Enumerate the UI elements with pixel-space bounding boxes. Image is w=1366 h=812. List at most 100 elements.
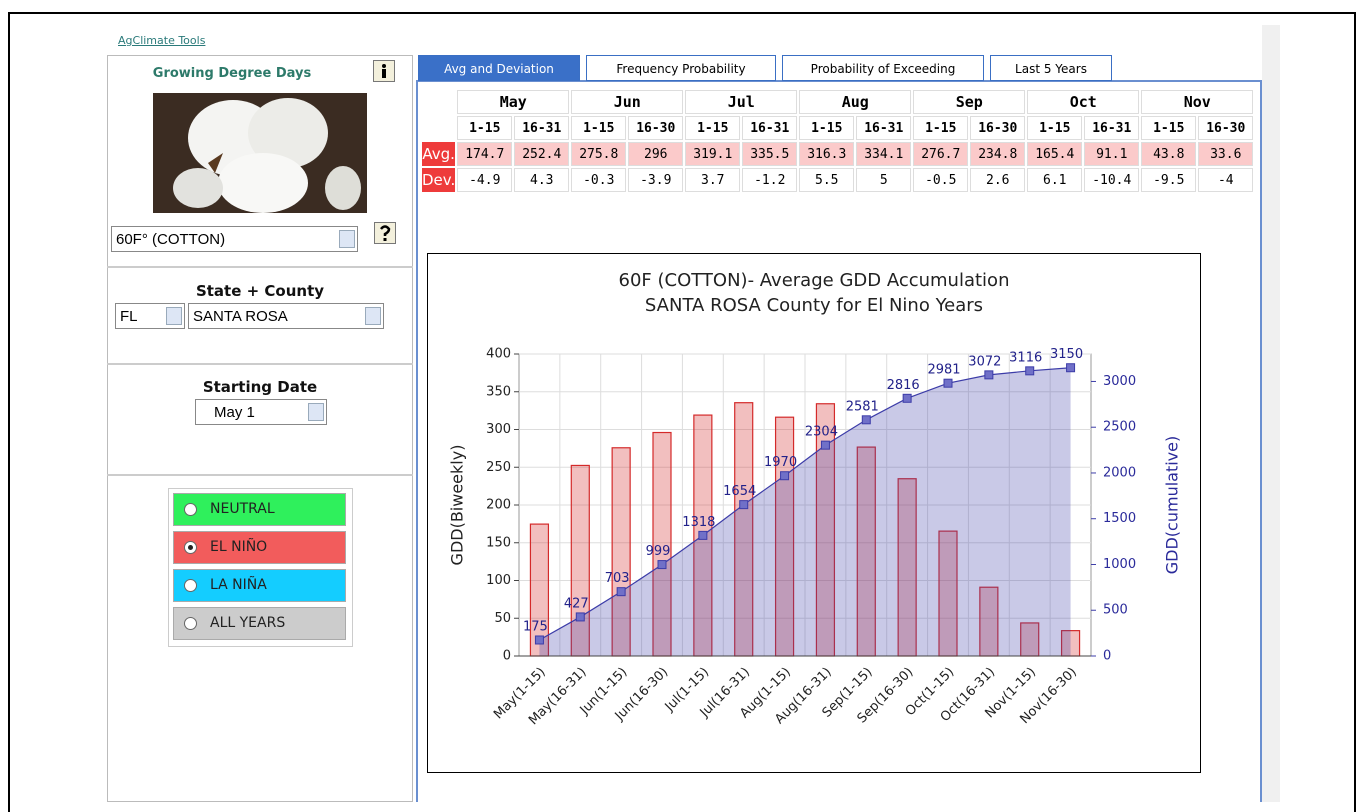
period-header: 1-15: [685, 116, 740, 140]
y2-tick-label: 1500: [1103, 511, 1136, 526]
crop-select[interactable]: 60F° (COTTON): [111, 226, 358, 252]
cumulative-point: [740, 501, 748, 509]
cumulative-point: [699, 531, 707, 539]
table-cell: 165.4: [1027, 142, 1082, 166]
section-label: Starting Date: [107, 378, 413, 396]
month-header: Aug: [799, 90, 911, 114]
cumulative-point: [781, 472, 789, 480]
scroll-strip: [1262, 25, 1280, 802]
table-cell: 334.1: [856, 142, 911, 166]
icon-glyph: [374, 61, 394, 81]
point-label: 2981: [927, 363, 960, 378]
corner: [422, 116, 455, 140]
point-label: 1318: [682, 515, 715, 530]
point-label: 3116: [1009, 350, 1042, 365]
point-label: 2581: [846, 399, 879, 414]
table-cell: 296: [628, 142, 683, 166]
separator: [107, 363, 413, 365]
enso-label: EL NIÑO: [210, 539, 267, 555]
period-header: 16-30: [628, 116, 683, 140]
row-label: Avg.: [422, 142, 455, 166]
cumulative-point: [944, 379, 952, 387]
table-cell: 4.3: [514, 168, 569, 192]
date-value: May 1: [214, 404, 255, 421]
period-header: 16-31: [742, 116, 797, 140]
info-icon[interactable]: [373, 60, 395, 82]
state-select[interactable]: FL: [115, 303, 185, 329]
dropdown-arrow: [365, 307, 381, 325]
point-label: 175: [523, 619, 548, 634]
enso-label: NEUTRAL: [210, 501, 275, 517]
enso-option[interactable]: LA NIÑA: [173, 569, 346, 602]
cumulative-point: [862, 416, 870, 424]
enso-label: LA NIÑA: [210, 577, 267, 593]
y-tick-label: 150: [486, 535, 511, 550]
table-row: MayJunJulAugSepOctNov: [422, 90, 1253, 114]
help-icon[interactable]: [374, 222, 396, 244]
table-cell: 5: [856, 168, 911, 192]
dropdown-arrow: [166, 307, 182, 325]
period-header: 1-15: [799, 116, 854, 140]
month-header: Jul: [685, 90, 797, 114]
crop-photo: [153, 93, 367, 213]
period-header: 16-30: [1198, 116, 1253, 140]
table-cell: 234.8: [970, 142, 1025, 166]
crop-value: 60F° (COTTON): [116, 231, 225, 248]
county-select[interactable]: SANTA ROSA: [188, 303, 384, 329]
period-header: 1-15: [1141, 116, 1196, 140]
radio-dot: [188, 545, 193, 550]
radio-button: [184, 617, 197, 630]
point-label: 999: [646, 544, 671, 559]
table-cell: -10.4: [1084, 168, 1139, 192]
table-cell: 43.8: [1141, 142, 1196, 166]
radio-button: [184, 503, 197, 516]
tab[interactable]: Frequency Probability: [586, 55, 776, 81]
tab[interactable]: Last 5 Years: [990, 55, 1112, 81]
y-tick-label: 400: [486, 347, 511, 362]
table-cell: 174.7: [457, 142, 512, 166]
y2-tick-label: 0: [1103, 649, 1111, 664]
y-tick-label: 250: [486, 460, 511, 475]
table-cell: -4: [1198, 168, 1253, 192]
y-tick-label: 300: [486, 422, 511, 437]
table-cell: 252.4: [514, 142, 569, 166]
y-tick-label: 50: [494, 611, 511, 626]
tab[interactable]: Probability of Exceeding: [782, 55, 984, 81]
cumulative-point: [658, 561, 666, 569]
photo-art: [153, 93, 367, 213]
table-cell: 33.6: [1198, 142, 1253, 166]
separator: [107, 266, 413, 268]
y2-axis-label: GDD(cumulative): [1163, 436, 1182, 574]
enso-label: ALL YEARS: [210, 615, 285, 631]
cumulative-point: [617, 588, 625, 596]
point-label: 3150: [1050, 347, 1083, 362]
sidebar-title: Growing Degree Days: [107, 66, 357, 81]
point-label: 2816: [887, 378, 920, 393]
table-cell: 91.1: [1084, 142, 1139, 166]
dropdown-arrow: [339, 230, 355, 248]
enso-option[interactable]: NEUTRAL: [173, 493, 346, 526]
tab[interactable]: Avg and Deviation: [418, 55, 580, 81]
enso-option[interactable]: EL NIÑO: [173, 531, 346, 564]
table-cell: -1.2: [742, 168, 797, 192]
point-label: 3072: [968, 354, 1001, 369]
table-cell: 276.7: [913, 142, 968, 166]
y2-tick-label: 2000: [1103, 465, 1136, 480]
cumulative-point: [1067, 364, 1075, 372]
y2-tick-label: 3000: [1103, 374, 1136, 389]
y2-tick-label: 1000: [1103, 557, 1136, 572]
chart: 60F (COTTON)- Average GDD AccumulationSA…: [428, 254, 1200, 772]
radio-button: [184, 541, 197, 554]
month-header: Oct: [1027, 90, 1139, 114]
y-tick-label: 0: [503, 649, 511, 664]
page: AgClimate Tools Growing Degree Days 60F°…: [0, 0, 1366, 802]
date-select[interactable]: May 1: [195, 399, 327, 425]
separator: [107, 474, 413, 476]
nav-link[interactable]: AgClimate Tools: [118, 34, 205, 47]
month-header: Sep: [913, 90, 1025, 114]
enso-option[interactable]: ALL YEARS: [173, 607, 346, 640]
y-axis-label: GDD(Biweekly): [448, 445, 467, 566]
table-cell: 335.5: [742, 142, 797, 166]
